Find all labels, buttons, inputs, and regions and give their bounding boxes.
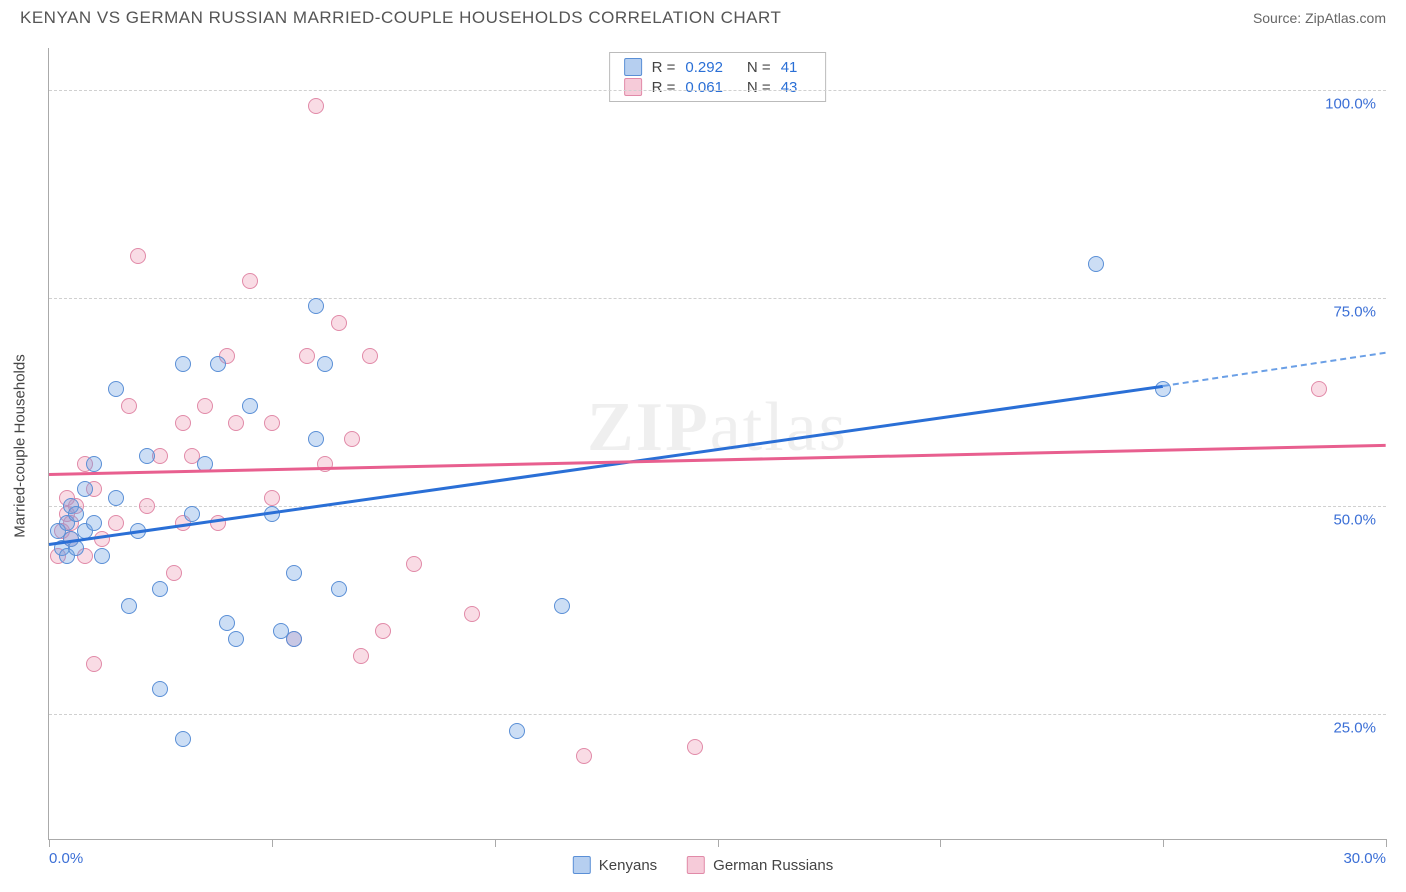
scatter-point bbox=[576, 748, 592, 764]
legend-item-kenyans: Kenyans bbox=[573, 856, 657, 874]
legend-row-kenyans: R = 0.292 N = 41 bbox=[624, 57, 812, 77]
xtick-mark bbox=[49, 839, 50, 847]
legend-row-german-russians: R = 0.061 N = 43 bbox=[624, 77, 812, 97]
scatter-point bbox=[86, 656, 102, 672]
legend-label: German Russians bbox=[713, 857, 833, 874]
chart-title: KENYAN VS GERMAN RUSSIAN MARRIED-COUPLE … bbox=[20, 8, 781, 28]
n-label: N = bbox=[747, 59, 771, 76]
scatter-point bbox=[406, 556, 422, 572]
scatter-point bbox=[166, 565, 182, 581]
scatter-point bbox=[464, 606, 480, 622]
gridline bbox=[49, 714, 1386, 715]
correlation-legend: R = 0.292 N = 41 R = 0.061 N = 43 bbox=[609, 52, 827, 102]
scatter-point bbox=[210, 356, 226, 372]
scatter-point bbox=[687, 739, 703, 755]
scatter-point bbox=[175, 415, 191, 431]
scatter-point bbox=[152, 581, 168, 597]
scatter-point bbox=[317, 356, 333, 372]
scatter-point bbox=[1088, 256, 1104, 272]
scatter-point bbox=[228, 631, 244, 647]
legend-label: Kenyans bbox=[599, 857, 657, 874]
scatter-point bbox=[175, 356, 191, 372]
gridline bbox=[49, 298, 1386, 299]
r-label: R = bbox=[652, 79, 676, 96]
n-value: 41 bbox=[781, 59, 798, 76]
scatter-point bbox=[242, 273, 258, 289]
scatter-point bbox=[264, 415, 280, 431]
scatter-point bbox=[139, 448, 155, 464]
scatter-point bbox=[308, 98, 324, 114]
n-value: 43 bbox=[781, 79, 798, 96]
scatter-point bbox=[152, 681, 168, 697]
scatter-point bbox=[228, 415, 244, 431]
scatter-point bbox=[242, 398, 258, 414]
xtick-mark bbox=[1163, 839, 1164, 847]
scatter-point bbox=[331, 315, 347, 331]
scatter-point bbox=[68, 506, 84, 522]
scatter-point bbox=[331, 581, 347, 597]
scatter-point bbox=[375, 623, 391, 639]
scatter-point bbox=[77, 481, 93, 497]
ytick-label: 50.0% bbox=[1333, 511, 1376, 528]
n-label: N = bbox=[747, 79, 771, 96]
scatter-point bbox=[286, 565, 302, 581]
xtick-mark bbox=[272, 839, 273, 847]
r-label: R = bbox=[652, 59, 676, 76]
scatter-point bbox=[219, 615, 235, 631]
ytick-label: 100.0% bbox=[1325, 95, 1376, 112]
series-legend: Kenyans German Russians bbox=[573, 856, 833, 874]
xtick-label: 30.0% bbox=[1343, 850, 1386, 867]
legend-swatch-blue bbox=[573, 856, 591, 874]
xtick-mark bbox=[495, 839, 496, 847]
legend-swatch-blue bbox=[624, 58, 642, 76]
scatter-point bbox=[121, 598, 137, 614]
scatter-point bbox=[184, 506, 200, 522]
scatter-point bbox=[175, 731, 191, 747]
gridline bbox=[49, 506, 1386, 507]
scatter-point bbox=[353, 648, 369, 664]
scatter-point bbox=[108, 381, 124, 397]
xtick-label: 0.0% bbox=[49, 850, 83, 867]
scatter-point bbox=[344, 431, 360, 447]
scatter-point bbox=[197, 398, 213, 414]
scatter-point bbox=[86, 515, 102, 531]
scatter-point bbox=[94, 548, 110, 564]
scatter-point bbox=[362, 348, 378, 364]
scatter-point bbox=[121, 398, 137, 414]
scatter-point bbox=[286, 631, 302, 647]
legend-swatch-pink bbox=[687, 856, 705, 874]
ytick-label: 25.0% bbox=[1333, 720, 1376, 737]
y-axis-label: Married-couple Households bbox=[12, 354, 29, 537]
xtick-mark bbox=[1386, 839, 1387, 847]
scatter-point bbox=[554, 598, 570, 614]
chart-source: Source: ZipAtlas.com bbox=[1253, 10, 1386, 26]
scatter-point bbox=[299, 348, 315, 364]
scatter-point bbox=[139, 498, 155, 514]
r-value: 0.292 bbox=[685, 59, 723, 76]
trend-line bbox=[49, 385, 1164, 546]
scatter-point bbox=[1311, 381, 1327, 397]
trend-line bbox=[1163, 352, 1386, 387]
scatter-point bbox=[108, 490, 124, 506]
r-value: 0.061 bbox=[685, 79, 723, 96]
scatter-plot-area: ZIPatlas R = 0.292 N = 41 R = 0.061 N = … bbox=[48, 48, 1386, 840]
gridline bbox=[49, 90, 1386, 91]
scatter-point bbox=[308, 431, 324, 447]
scatter-point bbox=[509, 723, 525, 739]
scatter-point bbox=[130, 248, 146, 264]
xtick-mark bbox=[940, 839, 941, 847]
scatter-point bbox=[86, 456, 102, 472]
xtick-mark bbox=[718, 839, 719, 847]
legend-item-german-russians: German Russians bbox=[687, 856, 833, 874]
ytick-label: 75.0% bbox=[1333, 303, 1376, 320]
scatter-point bbox=[108, 515, 124, 531]
scatter-point bbox=[264, 490, 280, 506]
legend-swatch-pink bbox=[624, 78, 642, 96]
scatter-point bbox=[308, 298, 324, 314]
